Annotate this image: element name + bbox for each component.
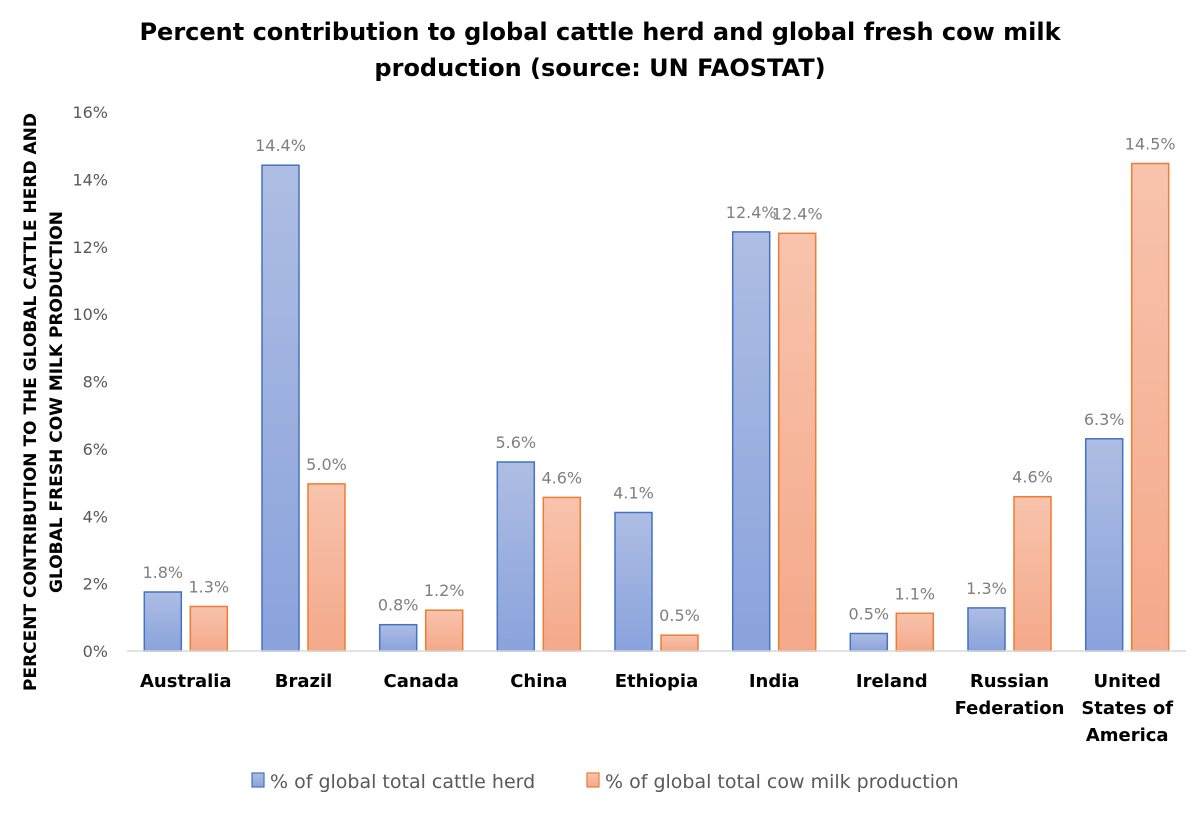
bar-series1-india [731,231,771,652]
bar-series2-brazil [307,483,346,652]
chart-title: Percent contribution to global cattle he… [139,18,1061,82]
chart-title-line: production (source: UN FAOSTAT) [374,54,825,82]
y-axis-title-line: PERCENT CONTRIBUTION TO THE GLOBAL CATTL… [21,113,41,691]
y-tick-label: 12% [72,238,108,257]
y-tick-label: 4% [83,507,108,526]
bar-series2-ireland [895,612,935,652]
data-label: 4.6% [541,468,582,487]
bar-series2-india [777,232,817,652]
y-tick-label: 8% [83,373,108,392]
legend: % of global total cattle herd % of global… [251,771,959,793]
y-tick-label: 0% [83,642,108,661]
y-tick-label: 10% [72,305,108,324]
category-label: India [749,671,800,692]
category-label: States of [1081,698,1173,719]
legend-swatch [251,772,265,788]
bar-series1-ireland [849,632,889,652]
y-axis-ticks: 0% 2% 4% 6% 8% 10% 12% 14% 16% [72,103,108,661]
category-label: Ireland [856,671,928,692]
category-label: Ethiopia [615,671,698,692]
y-axis-title-line: GLOBAL FRESH COW MILK PRODUCTION [47,211,67,593]
y-axis-title: PERCENT CONTRIBUTION TO THE GLOBAL CATTL… [21,113,67,691]
data-label: 6.3% [1084,410,1125,429]
legend-label: % of global total cattle herd [270,771,535,793]
data-label: 1.2% [424,581,465,600]
data-label: 0.8% [378,596,419,615]
data-label: 5.0% [306,455,347,474]
bar-series2-australia [189,605,229,652]
data-label: 4.1% [613,484,654,503]
data-label: 1.3% [966,579,1007,598]
legend-swatch [586,772,600,788]
bar-series1-united-states-of-america [1084,438,1124,652]
data-label: 14.5% [1125,135,1176,154]
bar-series1-canada [378,623,418,652]
data-label: 0.5% [848,605,889,624]
category-labels: Australia Brazil Canada China Ethiopia India I… [140,671,1173,746]
y-tick-label: 16% [72,103,108,122]
category-label: Australia [140,671,232,692]
data-label: 1.1% [894,584,935,603]
bars [143,162,1170,652]
data-labels: 1.8% 1.3% 14.4% 5.0% 0.8% 1.2% 5.6% 4.6% 4.1% 0.5… [142,135,1175,626]
y-tick-label: 6% [83,440,108,459]
y-tick-label: 2% [83,575,108,594]
bar-series2-canada [424,609,464,652]
data-label: 1.8% [142,563,183,582]
data-label: 4.6% [1012,468,1053,487]
category-label: Brazil [275,671,333,692]
category-label: America [1086,725,1169,746]
category-label: Russian [970,671,1049,692]
bar-series1-russian-federation [967,607,1006,652]
category-label: Federation [955,698,1065,719]
bar-series2-china [542,496,582,652]
bar-series1-china [496,461,536,652]
data-label: 1.3% [188,578,229,597]
category-label: Canada [384,671,459,692]
data-label: 12.4% [772,204,823,223]
data-label: 5.6% [495,433,536,452]
data-label: 14.4% [255,136,306,155]
bar-series2-united-states-of-america [1130,162,1170,652]
data-label: 0.5% [659,606,700,625]
chart-title-line: Percent contribution to global cattle he… [139,18,1061,46]
legend-label: % of global total cow milk production [605,771,959,793]
bar-series1-brazil [261,164,300,652]
bar-series1-ethiopia [614,511,653,652]
bar-series2-ethiopia [660,634,699,652]
category-label: China [510,671,567,692]
data-label: 12.4% [726,203,777,222]
category-label: United [1094,671,1161,692]
bar-series2-russian-federation [1013,495,1052,652]
y-tick-label: 14% [72,170,108,189]
bar-series1-australia [143,591,183,652]
